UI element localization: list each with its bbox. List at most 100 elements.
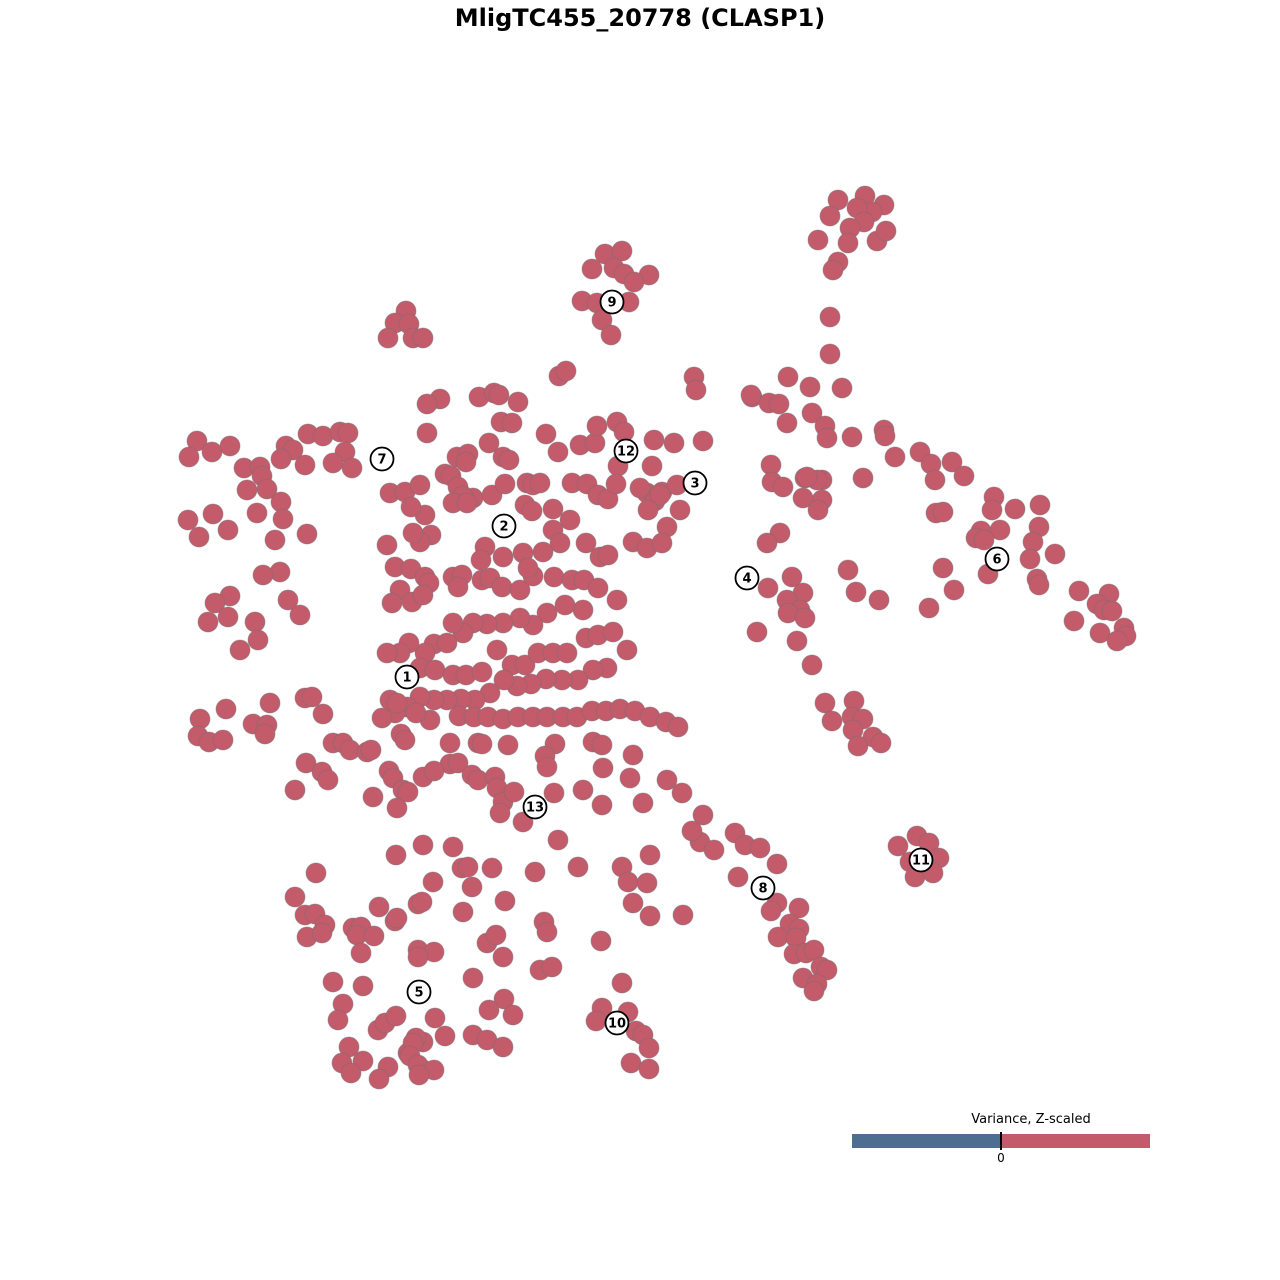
data-point (455, 451, 477, 473)
cluster-label-text: 7 (377, 453, 386, 468)
data-point (692, 430, 714, 452)
data-point (416, 393, 438, 415)
data-point (1028, 574, 1050, 596)
data-point (521, 500, 543, 522)
data-point (341, 457, 363, 479)
data-point (424, 659, 446, 681)
data-point (918, 597, 940, 619)
colorbar-negative-segment (852, 1134, 1001, 1148)
data-point (543, 782, 565, 804)
colorbar-positive-segment (1001, 1134, 1150, 1148)
data-point (536, 602, 558, 624)
cluster-label-13: 13 (522, 794, 548, 820)
data-point (591, 734, 613, 756)
colorbar-zero-tick (1000, 1132, 1002, 1150)
data-point (397, 781, 419, 803)
data-point (611, 240, 633, 262)
data-point (541, 956, 563, 978)
data-point (924, 469, 946, 491)
data-point (819, 205, 841, 227)
cluster-label-circle (750, 875, 776, 901)
data-point (591, 309, 613, 331)
data-point (494, 890, 516, 912)
data-point (217, 606, 239, 628)
data-point (305, 862, 327, 884)
data-point (616, 639, 638, 661)
data-point (786, 630, 808, 652)
data-point (636, 872, 658, 894)
data-point (637, 499, 659, 521)
cluster-label-circle (394, 664, 420, 690)
data-point (301, 686, 323, 708)
data-point (831, 377, 853, 399)
data-point (1068, 580, 1090, 602)
data-point (485, 924, 507, 946)
cluster-label-8: 8 (750, 875, 776, 901)
data-point (368, 1068, 390, 1090)
data-point (567, 856, 589, 878)
data-point (597, 544, 619, 566)
data-point (215, 698, 237, 720)
data-point (535, 423, 557, 445)
cluster-label-text: 12 (617, 445, 635, 460)
cluster-label-text: 13 (526, 801, 544, 816)
data-point (509, 579, 531, 601)
data-point (602, 621, 624, 643)
data-point (816, 427, 838, 449)
data-point (794, 607, 816, 629)
data-point (803, 980, 825, 1002)
data-point (284, 886, 306, 908)
data-point (492, 546, 514, 568)
data-point (559, 509, 581, 531)
data-point (412, 834, 434, 856)
data-point (311, 922, 333, 944)
data-point (973, 529, 995, 551)
cluster-label-circle (908, 847, 934, 873)
data-point (517, 557, 539, 579)
data-point (703, 839, 725, 861)
data-point (649, 484, 671, 506)
data-point (259, 692, 281, 714)
data-point (436, 632, 458, 654)
cluster-label-2: 2 (491, 513, 517, 539)
data-point (542, 498, 564, 520)
data-point (777, 366, 799, 388)
data-point (407, 946, 429, 968)
colorbar-legend: Variance, Z-scaled 0 (852, 1112, 1150, 1165)
data-point (837, 559, 859, 581)
data-point (405, 702, 427, 724)
data-point (244, 611, 266, 633)
data-point (801, 402, 823, 424)
data-point (781, 566, 803, 588)
data-point (408, 1064, 430, 1086)
data-point (217, 519, 239, 541)
data-point (471, 661, 493, 683)
cluster-label-text: 5 (414, 986, 423, 1001)
legend-title: Variance, Z-scaled (971, 1112, 1091, 1127)
data-point (796, 466, 818, 488)
data-point (606, 589, 628, 611)
data-point (470, 549, 492, 571)
data-point (529, 472, 551, 494)
data-point (536, 921, 558, 943)
data-point (772, 476, 794, 498)
data-point (819, 343, 841, 365)
data-point (447, 752, 469, 774)
data-point (592, 757, 614, 779)
data-point (494, 473, 516, 495)
data-point (822, 259, 844, 281)
cluster-label-text: 1 (402, 671, 411, 686)
data-point (424, 1007, 446, 1029)
data-point (514, 654, 536, 676)
data-point (501, 412, 523, 434)
cluster-label-circle (406, 979, 432, 1005)
data-point (337, 422, 359, 444)
data-point (870, 732, 892, 754)
data-point (493, 988, 515, 1010)
data-point (284, 779, 306, 801)
data-point (643, 429, 665, 451)
data-point (272, 508, 294, 530)
data-point (581, 258, 603, 280)
data-point (277, 589, 299, 611)
